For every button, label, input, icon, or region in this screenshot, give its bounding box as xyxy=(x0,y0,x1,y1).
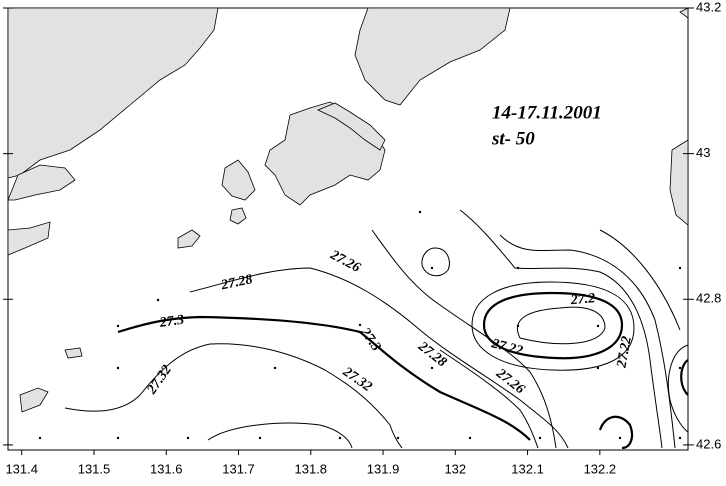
contour-label: 27.22 xyxy=(614,335,634,370)
x-tick-label: 131.8 xyxy=(295,461,328,476)
stations xyxy=(38,210,682,440)
y-tick-label: 43.2 xyxy=(696,0,721,14)
y-tick-label: 42.8 xyxy=(696,291,721,306)
x-tick-label: 131.7 xyxy=(222,461,255,476)
station-annotation: st- 50 xyxy=(491,128,535,149)
contour-label: 27.3 xyxy=(158,313,185,331)
isolines xyxy=(64,209,689,450)
x-tick-label: 132 xyxy=(444,461,466,476)
x-tick-label: 131.6 xyxy=(150,461,183,476)
x-tick-label: 131.4 xyxy=(5,461,38,476)
contour-label: 27.2 xyxy=(569,291,596,308)
date-annotation: 14-17.11.2001 xyxy=(492,102,602,123)
x-tick-label: 131.5 xyxy=(78,461,111,476)
x-tick-label: 132.1 xyxy=(511,461,544,476)
y-tick-label: 43 xyxy=(696,145,710,160)
contour-label: 27.28 xyxy=(219,272,254,293)
x-tick-label: 132.2 xyxy=(584,461,617,476)
y-tick-label: 42.6 xyxy=(696,436,721,451)
land xyxy=(7,7,689,413)
x-tick-label: 131.9 xyxy=(367,461,400,476)
